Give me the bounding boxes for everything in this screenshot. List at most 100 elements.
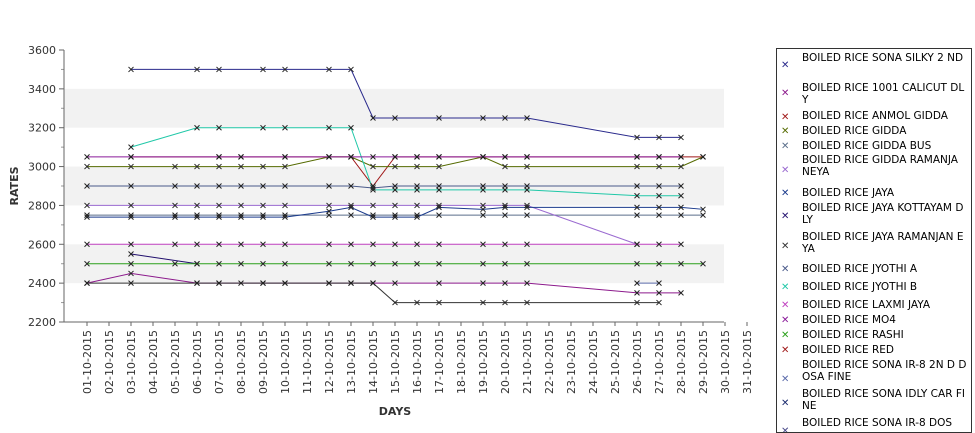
data-point-stroke — [480, 187, 486, 193]
data-point-stroke — [260, 212, 266, 218]
data-point — [634, 134, 640, 141]
data-point — [524, 280, 530, 286]
data-point — [216, 280, 222, 286]
data-point-stroke — [348, 202, 354, 209]
data-point — [370, 187, 376, 193]
data-point — [172, 183, 178, 189]
grid-band — [64, 88, 724, 128]
data-point — [700, 154, 706, 160]
data-point — [524, 299, 530, 306]
y-tick-label: 2800 — [28, 199, 56, 212]
data-point-stroke — [678, 204, 684, 211]
data-point-stroke — [194, 280, 200, 286]
legend-label: BOILED RICE GIDDA — [802, 125, 907, 137]
data-point — [480, 280, 486, 286]
data-point — [282, 202, 288, 209]
data-point — [392, 260, 398, 267]
data-point-stroke — [326, 154, 332, 160]
data-point — [84, 183, 90, 189]
data-point-stroke — [634, 290, 640, 296]
data-point — [370, 163, 376, 170]
data-point-stroke — [502, 202, 508, 209]
data-point — [656, 280, 662, 286]
data-point — [216, 260, 222, 267]
data-point — [282, 214, 288, 220]
data-point-stroke — [216, 124, 222, 131]
data-point-stroke — [260, 163, 266, 170]
data-point — [172, 212, 178, 218]
data-point-stroke — [678, 183, 684, 189]
data-point — [84, 212, 90, 218]
data-point-stroke — [634, 183, 640, 189]
x-tick-label: 15-10-2015 — [389, 330, 402, 394]
data-point-stroke — [260, 202, 266, 209]
data-point-stroke — [216, 214, 222, 220]
data-point-stroke — [326, 66, 332, 73]
data-point-stroke — [348, 204, 354, 211]
data-point — [524, 163, 530, 170]
data-point-stroke — [700, 260, 706, 267]
data-point — [128, 154, 134, 160]
data-point-stroke — [348, 280, 354, 286]
data-point-stroke — [172, 183, 178, 189]
data-point — [128, 260, 134, 267]
legend-label: BOILED RICE MO4 — [802, 314, 896, 326]
data-point — [656, 212, 662, 218]
data-point-stroke — [634, 163, 640, 170]
data-point-stroke — [194, 214, 200, 220]
x-tick-label: 05-10-2015 — [169, 330, 182, 394]
data-point-stroke — [656, 290, 662, 296]
data-point — [502, 260, 508, 267]
data-point-stroke — [238, 202, 244, 209]
series-line — [87, 156, 704, 168]
data-point-stroke — [216, 241, 222, 248]
x-tick-label: 27-10-2015 — [653, 330, 666, 394]
data-point-stroke — [348, 241, 354, 248]
data-point-stroke — [348, 260, 354, 267]
data-point — [128, 241, 134, 248]
data-point-stroke — [370, 187, 376, 193]
data-point-stroke — [282, 202, 288, 209]
x-axis-ticks: 01-10-2015 02-10-2015 03-10-2015 04-10-2015… — [81, 322, 754, 394]
legend-label: BOILED RICE GIDDA BUS — [802, 140, 932, 152]
data-point-stroke — [370, 115, 376, 121]
data-point-stroke — [216, 163, 222, 170]
data-point — [678, 204, 684, 211]
data-point — [128, 280, 134, 286]
data-point — [414, 214, 420, 220]
data-point-stroke — [392, 202, 398, 209]
data-point-stroke — [326, 208, 332, 215]
x-tick-label: 19-10-2015 — [477, 330, 490, 394]
data-point-stroke — [436, 260, 442, 267]
data-point-stroke — [326, 183, 332, 189]
data-point-stroke — [436, 204, 442, 211]
data-point — [480, 154, 486, 160]
data-point-stroke — [502, 187, 508, 193]
data-point — [216, 124, 222, 131]
data-point-stroke — [502, 212, 508, 218]
data-point-stroke — [84, 260, 90, 267]
x-tick-label: 24-10-2015 — [587, 330, 600, 394]
data-point-stroke — [260, 260, 266, 267]
data-point — [238, 202, 244, 209]
data-point-stroke — [524, 163, 530, 170]
x-tick-label: 28-10-2015 — [675, 330, 688, 394]
x-tick-label: 23-10-2015 — [565, 330, 578, 394]
data-point — [370, 202, 376, 209]
data-point-stroke — [678, 134, 684, 141]
data-point — [678, 183, 684, 189]
data-point — [634, 183, 640, 189]
data-point — [392, 115, 398, 121]
chart-legend: ✕ BOILED RICE SONA SILKY 2 ND ✕ BOILED RICE… — [776, 48, 972, 433]
data-point — [84, 202, 90, 209]
data-point — [370, 154, 376, 160]
data-point-stroke — [414, 212, 420, 218]
data-point-stroke — [436, 202, 442, 209]
data-point — [678, 192, 684, 199]
data-point-stroke — [128, 280, 134, 286]
data-point — [260, 212, 266, 218]
data-point — [326, 124, 332, 131]
data-point — [238, 154, 244, 160]
data-point — [216, 214, 222, 220]
legend-symbol: ✕ — [781, 315, 790, 326]
